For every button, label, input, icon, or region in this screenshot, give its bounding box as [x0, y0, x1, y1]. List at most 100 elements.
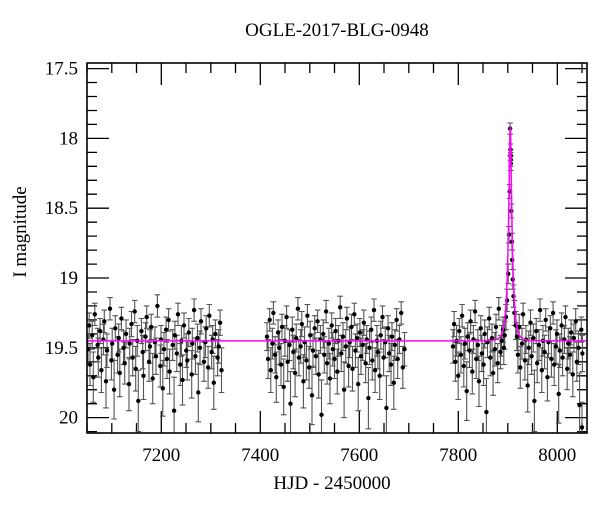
data-point	[309, 393, 315, 398]
data-point	[189, 372, 194, 377]
data-point	[344, 316, 350, 321]
data-point	[498, 349, 503, 355]
data-point	[330, 347, 335, 352]
data-point	[559, 323, 564, 328]
data-point	[515, 352, 521, 357]
data-point	[354, 335, 360, 341]
data-point	[479, 351, 485, 356]
data-point	[570, 372, 575, 377]
data-point	[346, 363, 351, 369]
data-point	[381, 355, 386, 360]
data-point	[490, 370, 496, 376]
data-point	[458, 352, 464, 357]
data-point	[164, 356, 170, 362]
data-point	[219, 368, 224, 373]
data-point	[579, 327, 584, 332]
data-point	[180, 377, 185, 383]
y-tick-label: 20	[59, 408, 78, 429]
data-point	[339, 351, 344, 356]
data-point	[216, 344, 221, 349]
data-point	[133, 366, 138, 371]
data-point	[363, 361, 368, 366]
data-point	[277, 345, 282, 350]
data-point	[113, 326, 118, 331]
data-point	[493, 324, 499, 330]
data-point	[542, 349, 547, 355]
data-point	[399, 310, 404, 316]
data-point	[99, 368, 104, 373]
data-point	[313, 354, 319, 359]
data-point	[450, 344, 456, 349]
y-tick-label: 18.5	[45, 198, 78, 219]
data-point	[324, 361, 330, 366]
data-point	[517, 324, 522, 330]
data-point	[350, 366, 355, 371]
data-point	[488, 355, 493, 360]
data-point	[514, 334, 520, 339]
data-point	[149, 324, 154, 330]
data-point	[122, 361, 127, 366]
data-point	[190, 341, 195, 346]
model-curve-line	[87, 126, 587, 342]
y-tick-label: 19	[59, 268, 78, 289]
data-point	[167, 369, 172, 374]
data-point	[567, 352, 573, 357]
data-point	[264, 334, 270, 339]
data-point	[272, 352, 278, 357]
data-point	[109, 358, 114, 363]
data-point	[495, 361, 500, 366]
data-point	[465, 334, 470, 339]
data-point	[329, 323, 334, 328]
data-point	[87, 323, 92, 328]
data-point	[461, 363, 466, 369]
data-point	[166, 317, 171, 323]
y-tick-label: 17.5	[45, 59, 78, 80]
data-point	[549, 356, 554, 362]
data-point	[534, 328, 539, 334]
data-point	[468, 319, 473, 324]
data-point	[375, 349, 381, 355]
chart-title: OGLE-2017-BLG-0948	[245, 20, 429, 41]
data-point	[333, 328, 338, 334]
data-point	[474, 356, 479, 362]
data-point	[91, 375, 96, 380]
data-point	[548, 326, 553, 331]
data-point	[323, 309, 329, 314]
data-point	[143, 334, 148, 339]
data-point	[298, 344, 303, 349]
data-point	[129, 321, 134, 327]
data-point	[290, 327, 295, 332]
x-tick-labels: 7200 7400 7600 7800 8000	[142, 445, 576, 466]
data-point	[476, 379, 482, 384]
data-point	[543, 317, 548, 323]
data-point	[197, 345, 203, 350]
data-point	[163, 327, 169, 332]
data-point	[274, 375, 279, 380]
data-point	[522, 358, 528, 363]
data-point	[579, 425, 585, 430]
data-point	[213, 331, 218, 337]
y-tick-label: 19.5	[45, 338, 78, 359]
data-point	[552, 362, 557, 367]
data-point	[484, 409, 489, 415]
data-point	[525, 383, 530, 388]
data-point	[267, 317, 272, 323]
data-point	[278, 362, 284, 367]
data-point	[557, 348, 562, 353]
data-point	[545, 375, 550, 380]
data-point	[580, 351, 585, 356]
data-point	[136, 398, 141, 404]
data-point	[371, 307, 377, 313]
error-bars	[87, 122, 586, 433]
data-point	[126, 381, 132, 387]
data-point	[391, 380, 396, 385]
data-point	[369, 327, 374, 332]
data-point	[554, 331, 560, 337]
data-point	[482, 331, 487, 337]
x-axis-label: HJD - 2450000	[273, 473, 390, 494]
data-point	[270, 341, 275, 346]
data-point	[529, 354, 534, 359]
data-point	[153, 354, 159, 359]
data-point	[389, 334, 395, 339]
